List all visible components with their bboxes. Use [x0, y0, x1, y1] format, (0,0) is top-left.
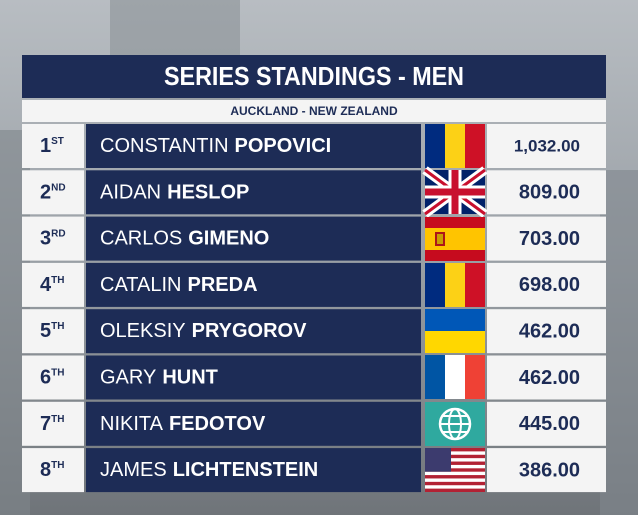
last-name: FEDOTOV: [169, 413, 266, 435]
name-cell: [86, 262, 421, 307]
rank-cell: [22, 448, 84, 493]
rank-suffix: TH: [51, 367, 64, 378]
points: 809.00: [519, 182, 580, 204]
rank-suffix: ND: [51, 182, 65, 193]
last-name: PREDA: [188, 274, 258, 296]
first-name: OLEKSIY: [100, 320, 186, 342]
building: [600, 170, 638, 515]
last-name: HESLOP: [167, 182, 249, 204]
rank-cell: [22, 355, 84, 400]
rank: 5TH: [40, 320, 64, 342]
last-name: PRYGOROV: [192, 320, 307, 342]
rank-suffix: ST: [51, 136, 64, 147]
subtitle: AUCKLAND - NEW ZEALAND: [230, 104, 398, 118]
first-name: JAMES: [100, 459, 167, 481]
points-cell: [487, 124, 606, 168]
first-name: GARY: [100, 367, 156, 389]
rank: 6TH: [40, 367, 64, 389]
last-name: HUNT: [162, 367, 218, 389]
title: SERIES STANDINGS - MEN: [164, 61, 464, 91]
athlete-name: CARLOS GIMENO: [100, 228, 269, 250]
points: 445.00: [519, 413, 580, 435]
rank-suffix: RD: [51, 228, 65, 239]
name-cell: [86, 448, 421, 493]
rank: 2ND: [40, 182, 66, 204]
flag: [425, 355, 485, 399]
rank-suffix: TH: [51, 413, 64, 424]
rank-number: 1: [40, 135, 51, 157]
rank-cell: [22, 170, 84, 215]
flag: [425, 309, 485, 353]
flag: [425, 402, 485, 446]
subtitle-bar: [22, 100, 606, 122]
points: 386.00: [519, 459, 580, 481]
name-cell: [86, 216, 421, 261]
rank-cell: [22, 401, 84, 446]
rows: 1ST CONSTANTIN POPOVICI 1,032.00 2ND AIDAN HES…: [22, 124, 606, 493]
points-cell: [487, 170, 606, 215]
first-name: CARLOS: [100, 228, 182, 250]
title-bar: [22, 55, 606, 98]
first-name: NIKITA: [100, 413, 164, 435]
name-cell: [86, 124, 421, 168]
athlete-name: NIKITA FEDOTOV: [100, 413, 266, 435]
points-cell: [487, 216, 606, 261]
name-cell: [86, 401, 421, 446]
flag: [422, 166, 488, 218]
points: 698.00: [519, 274, 580, 296]
athlete-name: JAMES LICHTENSTEIN: [100, 459, 318, 481]
points-cell: [487, 401, 606, 446]
rank-number: 4: [40, 274, 52, 296]
points: 462.00: [519, 320, 580, 342]
name-cell: [86, 309, 421, 354]
rank-cell: [22, 216, 84, 261]
rank-cell: [22, 309, 84, 354]
rank-number: 3: [40, 228, 51, 250]
points-cell: [487, 448, 606, 493]
flag: [425, 217, 485, 261]
first-name: AIDAN: [100, 182, 161, 204]
points: 462.00: [519, 367, 580, 389]
rank: 7TH: [40, 413, 64, 435]
rank: 3RD: [40, 228, 66, 250]
points: 703.00: [519, 228, 580, 250]
flag: [425, 263, 485, 307]
rank-number: 7: [40, 413, 51, 435]
rank: 4TH: [40, 274, 64, 296]
flag: [425, 124, 485, 168]
athlete-name: CONSTANTIN POPOVICI: [100, 135, 331, 157]
name-cell: [86, 355, 421, 400]
rank-number: 6: [40, 367, 51, 389]
rank-suffix: TH: [51, 460, 64, 471]
rank-number: 8: [40, 459, 51, 481]
points: 1,032.00: [514, 136, 580, 155]
rank: 1ST: [40, 135, 64, 157]
rank-number: 2: [40, 182, 51, 204]
points-cell: [487, 309, 606, 354]
athlete-name: OLEKSIY PRYGOROV: [100, 320, 307, 342]
rank-cell: [22, 262, 84, 307]
rank: 8TH: [40, 459, 64, 481]
points-cell: [487, 262, 606, 307]
name-cell: [86, 170, 421, 215]
first-name: CONSTANTIN: [100, 135, 229, 157]
athlete-name: GARY HUNT: [100, 367, 218, 389]
points-cell: [487, 355, 606, 400]
rank-cell: [22, 124, 84, 168]
rank-suffix: TH: [51, 275, 64, 286]
flag: [425, 448, 485, 492]
last-name: POPOVICI: [235, 135, 332, 157]
rank-number: 5: [40, 320, 51, 342]
last-name: LICHTENSTEIN: [173, 459, 319, 481]
first-name: CATALIN: [100, 274, 182, 296]
last-name: GIMENO: [188, 228, 269, 250]
athlete-name: AIDAN HESLOP: [100, 182, 249, 204]
athlete-name: CATALIN PREDA: [100, 274, 258, 296]
rank-suffix: TH: [51, 321, 64, 332]
